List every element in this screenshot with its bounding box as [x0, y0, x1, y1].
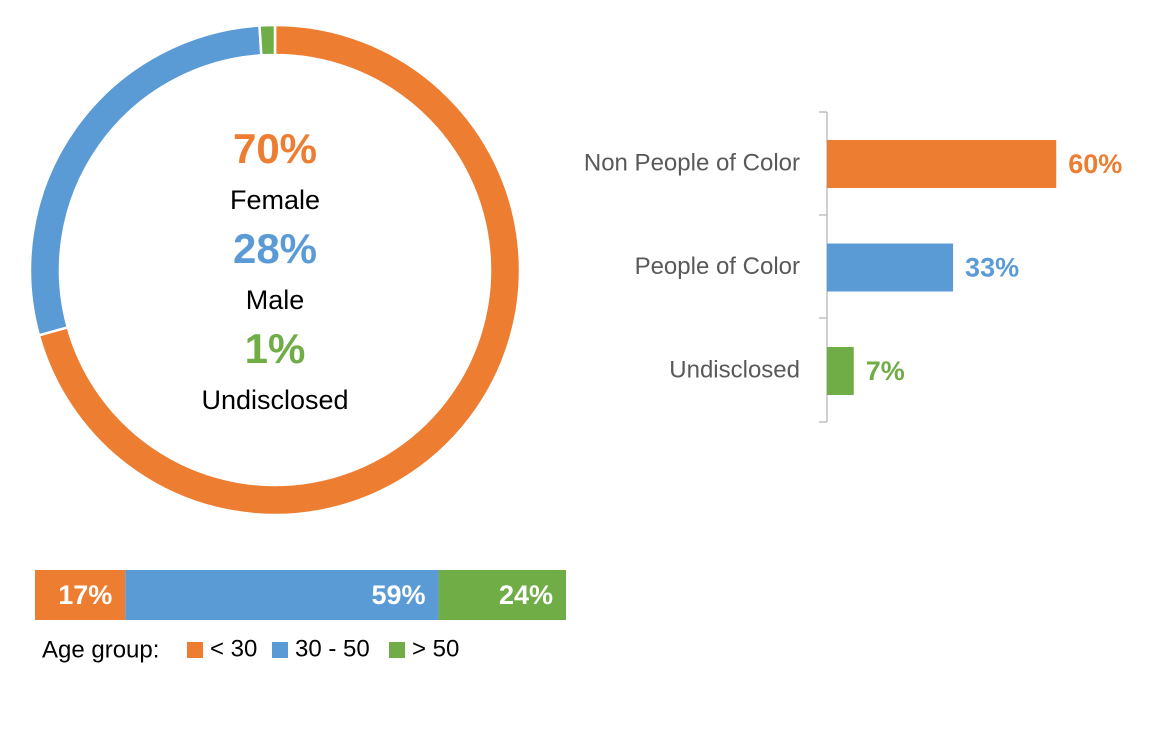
legend-title: Age group: [42, 636, 159, 663]
legend-swatch [389, 642, 405, 658]
segment-label: 24% [499, 580, 553, 610]
legend-label: 30 - 50 [295, 635, 370, 662]
segment-label: 59% [372, 580, 426, 610]
legend-swatch [187, 642, 203, 658]
bar-segment [35, 570, 126, 620]
bar [827, 347, 854, 395]
donut-segment [28, 24, 263, 337]
center-value-label: 70% [233, 125, 317, 172]
bar-segment [438, 570, 566, 620]
category-label: Undisclosed [669, 356, 800, 383]
legend-label: > 50 [412, 635, 459, 662]
category-label: Non People of Color [584, 149, 800, 176]
legend-swatch [272, 642, 288, 658]
donut-segment [37, 23, 522, 517]
center-category-label: Male [246, 285, 305, 315]
segment-label: 17% [58, 580, 112, 610]
value-label: 33% [965, 253, 1019, 283]
donut-segment [258, 23, 277, 57]
bar [827, 140, 1057, 188]
center-category-label: Female [230, 185, 320, 215]
category-label: People of Color [635, 253, 800, 280]
legend-label: < 30 [210, 635, 257, 662]
value-label: 60% [1068, 149, 1122, 179]
center-category-label: Undisclosed [201, 385, 348, 415]
bar-segment [125, 570, 439, 620]
center-value-label: 28% [233, 225, 317, 272]
value-label: 7% [866, 356, 905, 386]
bar-axis [819, 111, 828, 423]
center-value-label: 1% [245, 325, 306, 372]
bar [827, 243, 954, 292]
